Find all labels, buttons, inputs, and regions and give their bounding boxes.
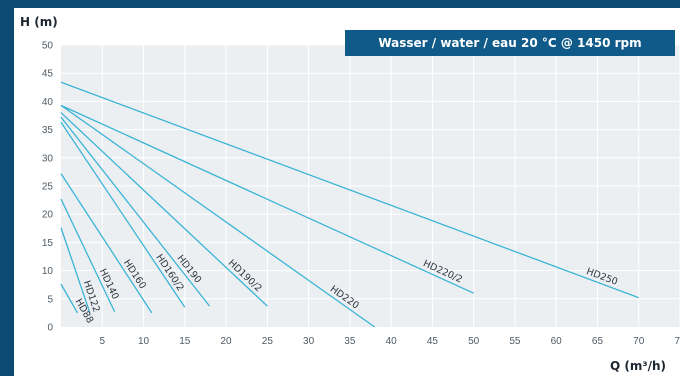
axis-ticks: 0 5 10 15 20 25 30 35 40 45 50 5 10 15 20 25 30 35 40 45 50 5… — [42, 41, 680, 348]
curve-hd122 — [60, 227, 91, 314]
title-banner: Wasser / water / eau 20 °C @ 1450 rpm — [345, 30, 675, 56]
curve-hd220-2 — [60, 104, 474, 294]
x-tick-label: 60 — [551, 336, 563, 347]
curve-hd190 — [60, 116, 211, 307]
chart-title: Wasser / water / eau 20 °C @ 1450 rpm — [378, 36, 641, 50]
x-tick-label: 45 — [427, 336, 439, 347]
curves — [60, 81, 639, 328]
x-tick-label: 5 — [99, 336, 105, 347]
curve-hd220 — [60, 104, 376, 328]
y-tick-label: 0 — [47, 323, 53, 334]
curve-hd140 — [60, 198, 116, 313]
curve-hd88 — [60, 283, 79, 314]
y-tick-label: 40 — [42, 97, 54, 108]
curve-hd250 — [60, 81, 639, 299]
x-tick-label: 40 — [386, 336, 398, 347]
x-tick-label: 25 — [262, 336, 274, 347]
x-tick-label: 10 — [138, 336, 150, 347]
curve-hd190-2 — [60, 112, 268, 307]
y-axis-title: H (m) — [20, 15, 58, 29]
x-tick-label: 70 — [633, 336, 645, 347]
title-banner-bg — [345, 30, 675, 56]
y-tick-label: 10 — [42, 266, 54, 277]
y-tick-label: 20 — [42, 210, 54, 221]
y-tick-label: 25 — [42, 182, 54, 193]
y-tick-label: 50 — [42, 41, 54, 52]
x-tick-label: 30 — [303, 336, 315, 347]
x-tick-label: 35 — [344, 336, 356, 347]
y-tick-label: 5 — [47, 294, 53, 305]
chart-panel: 0 5 10 15 20 25 30 35 40 45 50 5 10 15 20 25 30 35 40 45 50 5… — [14, 8, 680, 376]
y-tick-label: 15 — [42, 238, 54, 249]
x-tick-label: 20 — [221, 336, 233, 347]
y-tick-label: 30 — [42, 153, 54, 164]
curve-hd160-2 — [60, 121, 186, 308]
x-tick-label: 75 — [674, 336, 680, 347]
y-tick-label: 45 — [42, 69, 54, 80]
y-tick-label: 35 — [42, 125, 54, 136]
curve-hd160 — [60, 173, 153, 314]
x-tick-label: 65 — [592, 336, 604, 347]
x-tick-label: 50 — [468, 336, 480, 347]
x-tick-label: 15 — [179, 336, 191, 347]
x-axis-title: Q (m³/h) — [610, 359, 666, 373]
x-tick-label: 55 — [509, 336, 521, 347]
pump-curve-chart: 0 5 10 15 20 25 30 35 40 45 50 5 10 15 20 25 30 35 40 45 50 5… — [20, 15, 680, 373]
